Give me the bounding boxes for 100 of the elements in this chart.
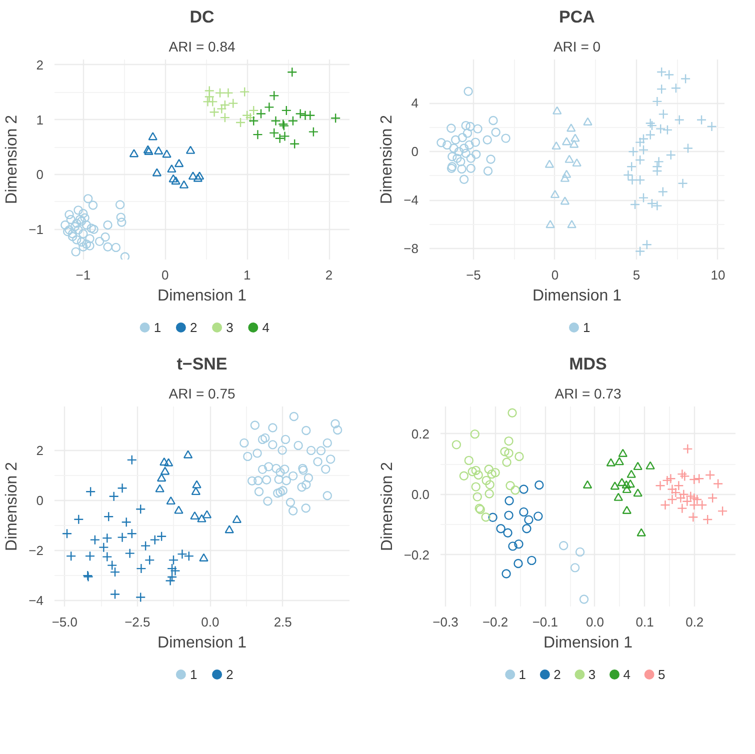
- point: [297, 482, 306, 492]
- point: [330, 419, 340, 428]
- point: [60, 220, 70, 230]
- point: [656, 66, 667, 78]
- y-tick-label: 1: [36, 112, 44, 128]
- point: [638, 144, 649, 156]
- point: [488, 116, 498, 126]
- point: [110, 589, 120, 600]
- point: [484, 489, 494, 498]
- point: [202, 510, 212, 518]
- point: [457, 164, 466, 174]
- point: [472, 150, 481, 159]
- point: [504, 510, 514, 520]
- y-tick-label: 0: [36, 167, 44, 182]
- point: [326, 454, 336, 464]
- point: [129, 149, 139, 158]
- point: [510, 486, 520, 495]
- point: [490, 468, 500, 478]
- point: [570, 563, 580, 572]
- point: [121, 517, 132, 528]
- point: [289, 412, 299, 422]
- point: [86, 224, 96, 233]
- point: [534, 480, 544, 490]
- point: [120, 252, 130, 260]
- point: [448, 152, 457, 162]
- point: [471, 466, 480, 476]
- point: [680, 471, 690, 482]
- point: [84, 550, 96, 562]
- point: [316, 446, 326, 456]
- point: [263, 496, 272, 506]
- y-tick-label: −1: [28, 222, 44, 237]
- point: [508, 408, 517, 418]
- point: [68, 232, 78, 242]
- point: [74, 206, 83, 215]
- point: [148, 132, 158, 140]
- point: [208, 96, 218, 107]
- point: [243, 452, 252, 462]
- point: [466, 154, 476, 163]
- point: [470, 429, 480, 439]
- point: [638, 192, 649, 203]
- point: [636, 528, 646, 536]
- point: [717, 506, 728, 516]
- point: [191, 486, 200, 496]
- point: [634, 174, 646, 186]
- legend-label: 3: [588, 667, 596, 682]
- point: [62, 528, 72, 539]
- point: [468, 467, 477, 476]
- point: [466, 164, 476, 173]
- point: [78, 208, 88, 218]
- point: [154, 146, 164, 154]
- point: [278, 446, 287, 455]
- point: [295, 108, 306, 119]
- point: [508, 542, 518, 551]
- point: [273, 488, 282, 498]
- x-tick-label: −2.5: [124, 614, 150, 630]
- x-axis-title: Dimension 1: [158, 634, 247, 652]
- point: [646, 198, 658, 209]
- point: [288, 471, 298, 481]
- legend-label: 2: [226, 667, 234, 682]
- point: [220, 100, 230, 110]
- point: [72, 218, 82, 228]
- point: [330, 113, 341, 124]
- point: [171, 176, 180, 185]
- point: [304, 473, 314, 483]
- point: [546, 220, 555, 228]
- point: [446, 124, 456, 133]
- point: [575, 547, 585, 557]
- point: [656, 84, 667, 94]
- point: [514, 452, 524, 462]
- point: [544, 160, 554, 168]
- point: [645, 118, 656, 128]
- point: [502, 458, 512, 467]
- point: [252, 448, 262, 458]
- point: [306, 446, 316, 456]
- x-tick-label: 1: [243, 268, 251, 282]
- point: [623, 170, 634, 180]
- chart-title: MDS: [569, 354, 607, 374]
- point: [570, 134, 580, 142]
- point: [704, 470, 716, 480]
- point: [682, 444, 693, 454]
- x-tick-label: −0.1: [532, 614, 558, 630]
- point: [274, 474, 284, 484]
- x-tick-label: 0.0: [201, 614, 220, 630]
- x-tick-label: 2: [325, 268, 333, 282]
- point: [562, 137, 572, 146]
- x-axis-title: Dimension 1: [158, 288, 247, 304]
- point: [103, 220, 112, 230]
- point: [268, 423, 278, 432]
- point: [305, 110, 316, 120]
- point: [83, 194, 93, 204]
- point: [633, 462, 642, 470]
- legend-label: 1: [583, 320, 590, 335]
- legend-label: 5: [658, 667, 666, 682]
- legend-label: 3: [226, 320, 234, 335]
- point: [697, 500, 708, 510]
- point: [470, 138, 480, 147]
- point: [618, 448, 628, 457]
- x-tick-label: 0.0: [586, 614, 604, 630]
- y-tick-label: −8: [404, 241, 419, 256]
- y-tick-label: 0: [411, 144, 419, 160]
